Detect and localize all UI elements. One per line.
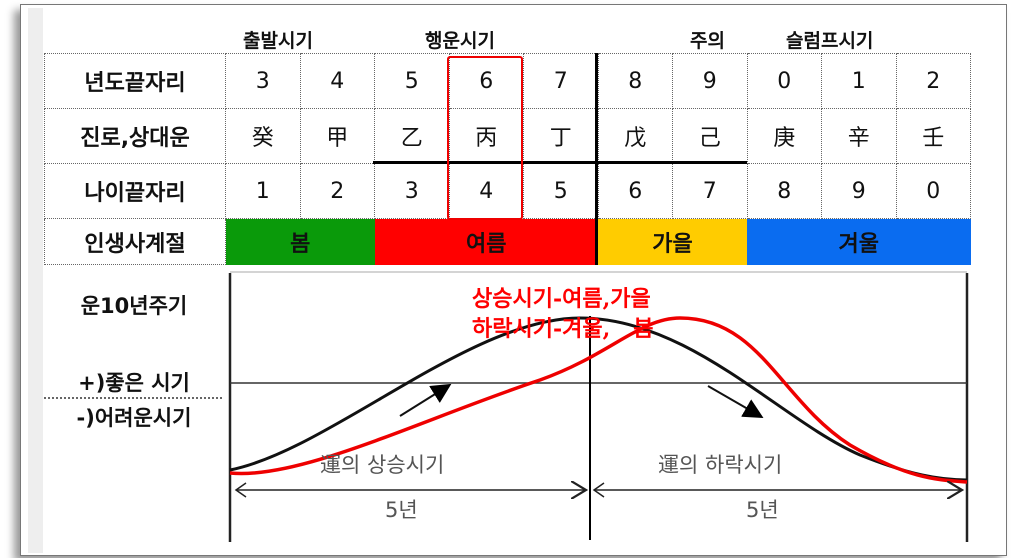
row-label: 진로,상대운 [44, 108, 226, 164]
seasons-row: 인생사계절 봄 여름 가을 겨울 [44, 218, 971, 265]
table-cell: 9 [821, 163, 897, 219]
fall-arrow [707, 385, 764, 418]
good-period-label: +)좋은 시기 [78, 371, 190, 395]
left-strip [28, 8, 43, 553]
rise-arrow [399, 383, 452, 417]
bad-period-label: -)어려운시기 [76, 406, 192, 430]
table-cell: 1 [225, 163, 301, 219]
table-cell: 6 [597, 163, 673, 219]
age-last-digit-row: 나이끝자리 1 2 3 4 5 6 7 8 9 0 [44, 163, 971, 219]
divider-horizontal [373, 161, 747, 164]
cycle-label: 운10년주기 [80, 294, 188, 318]
table-cell: 2 [299, 163, 375, 219]
table-cell: 癸 [225, 108, 301, 164]
table-cell: 0 [895, 163, 971, 219]
fall-label: 運의 하락시기 [658, 453, 782, 477]
season-0: 봄 [225, 218, 375, 265]
table-cell: 乙 [374, 108, 450, 164]
table-cell: 2 [895, 53, 971, 109]
year-last-digit-row: 년도끝자리 3 4 5 6 7 8 9 0 1 2 [44, 53, 971, 109]
highlight-box [447, 56, 523, 220]
table-cell: 8 [746, 163, 822, 219]
table-cell: 4 [299, 53, 375, 109]
header-lucky-period: 행운시기 [425, 30, 495, 52]
rise-label: 運의 상승시기 [320, 453, 444, 477]
annotation-line-2: 하락시기-겨울, 봄 [472, 316, 653, 342]
season-1: 여름 [374, 218, 598, 265]
table-cell: 7 [672, 163, 748, 219]
season-2: 가을 [598, 218, 747, 265]
divider-vertical [595, 53, 598, 265]
season-3: 겨울 [747, 218, 971, 265]
table-cell: 己 [672, 108, 748, 164]
annotation-line-1: 상승시기-여름,가을 [472, 286, 651, 312]
table-cell: 1 [821, 53, 897, 109]
table-cell: 3 [225, 53, 301, 109]
span-left-arrowhead [234, 482, 247, 498]
table-cell: 庚 [746, 108, 822, 164]
row-label: 나이끝자리 [44, 163, 226, 219]
table-cell: 5 [523, 163, 599, 219]
table-cell: 4 [448, 163, 524, 219]
stem-row: 진로,상대운 癸甲乙丙丁戊己庚辛壬 [44, 108, 971, 164]
table-cell: 甲 [299, 108, 375, 164]
header-caution: 주의 [690, 30, 725, 52]
table-cell: 3 [374, 163, 450, 219]
cycle-table: 년도끝자리 3 4 5 6 7 8 9 0 1 2 진로,상대운 癸甲乙丙丁戊己庚辛壬 나이끝자리 1 2 3 4… [44, 53, 971, 265]
label-divider [44, 397, 222, 399]
table-cell: 0 [746, 53, 822, 109]
table-cell: 丙 [448, 108, 524, 164]
shifted-curve [229, 316, 968, 484]
header-start-period: 출발시기 [243, 30, 313, 52]
span-left-label: 5년 [385, 498, 418, 522]
header-slump-period: 슬럼프시기 [786, 30, 874, 52]
span-right-arrowhead [592, 482, 605, 498]
row-label: 인생사계절 [44, 218, 226, 265]
table-cell: 9 [672, 53, 748, 109]
span-right-label: 5년 [746, 498, 779, 522]
table-cell: 戊 [597, 108, 673, 164]
table-cell: 辛 [821, 108, 897, 164]
table-cell: 5 [374, 53, 450, 109]
